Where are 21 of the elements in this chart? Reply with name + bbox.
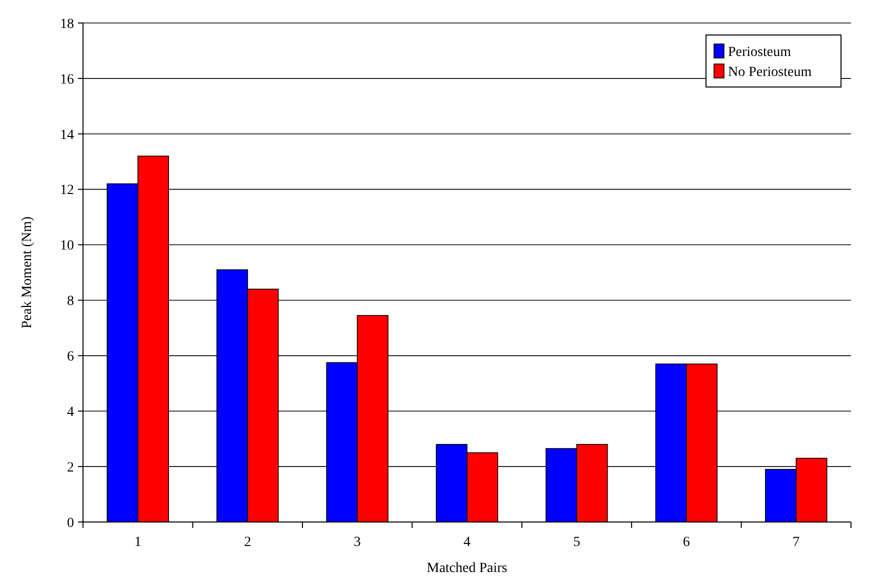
x-axis-title: Matched Pairs <box>426 561 508 576</box>
x-tick-label: 6 <box>682 535 690 550</box>
x-tick-label: 2 <box>244 535 252 550</box>
x-tick-label: 3 <box>354 535 361 550</box>
y-axis-title: Peak Moment (Nm) <box>20 216 35 328</box>
y-tick-label: 14 <box>60 128 74 143</box>
x-tick-label: 5 <box>573 535 580 550</box>
y-tick-label: 10 <box>60 238 74 254</box>
y-tick-label: 16 <box>60 72 74 88</box>
y-tick-label: 8 <box>67 294 74 310</box>
x-tick-label: 7 <box>792 535 800 550</box>
legend-label: No Periosteum <box>728 65 812 80</box>
y-tick-label: 12 <box>60 183 74 198</box>
legend-label: Periosteum <box>728 45 792 60</box>
y-tick-label: 18 <box>60 16 74 32</box>
y-tick-label: 4 <box>67 405 74 420</box>
x-tick-label: 4 <box>464 535 470 550</box>
y-tick-label: 2 <box>67 460 74 476</box>
x-tick-label: 1 <box>134 535 142 550</box>
y-tick-label: 6 <box>67 350 74 365</box>
y-tick-label: 0 <box>67 516 74 531</box>
